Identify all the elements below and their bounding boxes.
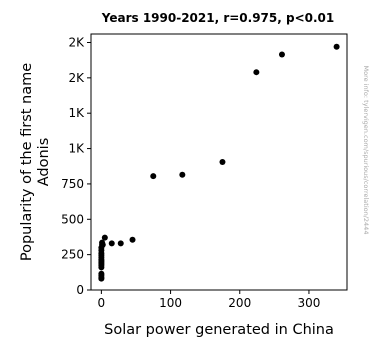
y-tick-label: 2K: [68, 71, 85, 85]
y-axis-label-line-1: Popularity of the first name: [19, 63, 35, 261]
y-axis: 0 250 500 750 1K 1K 2K 2K: [61, 35, 91, 297]
data-points: [98, 43, 340, 282]
x-tick-label: 100: [159, 296, 182, 310]
data-point: [101, 234, 108, 241]
y-tick-label: 0: [76, 283, 84, 297]
x-axis-label: Solar power generated in China: [104, 322, 334, 338]
y-axis-label: Popularity of the first name Adonis: [19, 63, 52, 261]
watermark: More info: tylervigen.com/spurious/corre…: [362, 66, 370, 235]
x-tick-label: 200: [228, 296, 251, 310]
x-axis: 0 100 200 300: [98, 290, 320, 310]
data-point: [253, 69, 260, 76]
data-point: [108, 240, 115, 247]
y-tick-label: 1K: [68, 106, 85, 120]
y-tick-label: 250: [61, 248, 84, 262]
y-axis-label-line-2: Adonis: [36, 138, 52, 187]
data-point: [99, 241, 106, 248]
data-point: [129, 236, 136, 243]
data-point: [278, 51, 285, 58]
chart-title: Years 1990-2021, r=0.975, p<0.01: [101, 11, 335, 25]
data-point: [150, 173, 157, 180]
data-point: [117, 240, 124, 247]
x-tick-label: 300: [297, 296, 320, 310]
y-tick-label: 750: [61, 177, 84, 191]
y-tick-label: 1K: [68, 142, 85, 156]
data-point: [219, 159, 226, 165]
plot-area: [90, 33, 348, 291]
data-point: [179, 171, 186, 178]
x-tick-label: 0: [98, 296, 106, 310]
data-point: [333, 43, 340, 50]
data-point: [98, 270, 105, 277]
y-tick-label: 2K: [68, 35, 85, 49]
y-tick-label: 500: [61, 212, 84, 226]
